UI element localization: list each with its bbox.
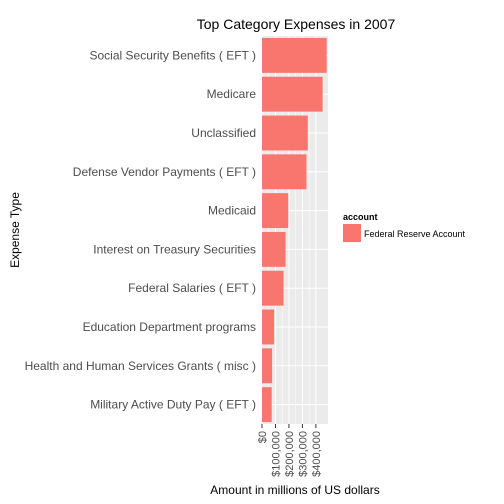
legend: account Federal Reserve Account: [343, 212, 466, 242]
category-label: Federal Salaries ( EFT ): [128, 281, 256, 295]
bar: [262, 76, 323, 112]
category-label: Social Security Benefits ( EFT ): [90, 48, 257, 62]
category-label: Health and Human Services Grants ( misc …: [25, 359, 256, 373]
bar: [262, 154, 307, 190]
x-tick-label: $100,000: [270, 431, 282, 477]
chart-title: Top Category Expenses in 2007: [197, 16, 396, 32]
x-tick-label: $400,000: [311, 431, 323, 477]
category-label: Education Department programs: [83, 320, 256, 334]
bar: [262, 270, 284, 306]
category-labels: Social Security Benefits ( EFT ) Medicare…: [25, 48, 257, 411]
legend-title: account: [343, 212, 378, 222]
bar: [262, 193, 289, 229]
category-label: Military Active Duty Pay ( EFT ): [90, 398, 256, 412]
bar: [262, 231, 286, 267]
category-label: Defense Vendor Payments ( EFT ): [73, 165, 256, 179]
bar: [262, 387, 272, 423]
x-tick-label: $0: [257, 431, 269, 443]
legend-label: Federal Reserve Account: [364, 229, 466, 239]
bar: [262, 348, 273, 384]
y-axis-title: Expense Type: [8, 192, 22, 268]
category-label: Interest on Treasury Securities: [93, 242, 256, 256]
x-tick-label: $200,000: [284, 431, 296, 477]
legend-key: [343, 224, 361, 242]
x-axis-title: Amount in millions of US dollars: [210, 483, 379, 497]
x-ticks: $0 $100,000 $200,000 $300,000 $400,000: [257, 424, 323, 477]
category-label: Medicare: [207, 87, 257, 101]
category-label: Medicaid: [208, 204, 256, 218]
bar: [262, 37, 327, 73]
bars: [262, 37, 327, 423]
category-label: Unclassified: [191, 126, 256, 140]
x-tick-label: $300,000: [297, 431, 309, 477]
bar: [262, 309, 275, 345]
bar: [262, 115, 308, 151]
